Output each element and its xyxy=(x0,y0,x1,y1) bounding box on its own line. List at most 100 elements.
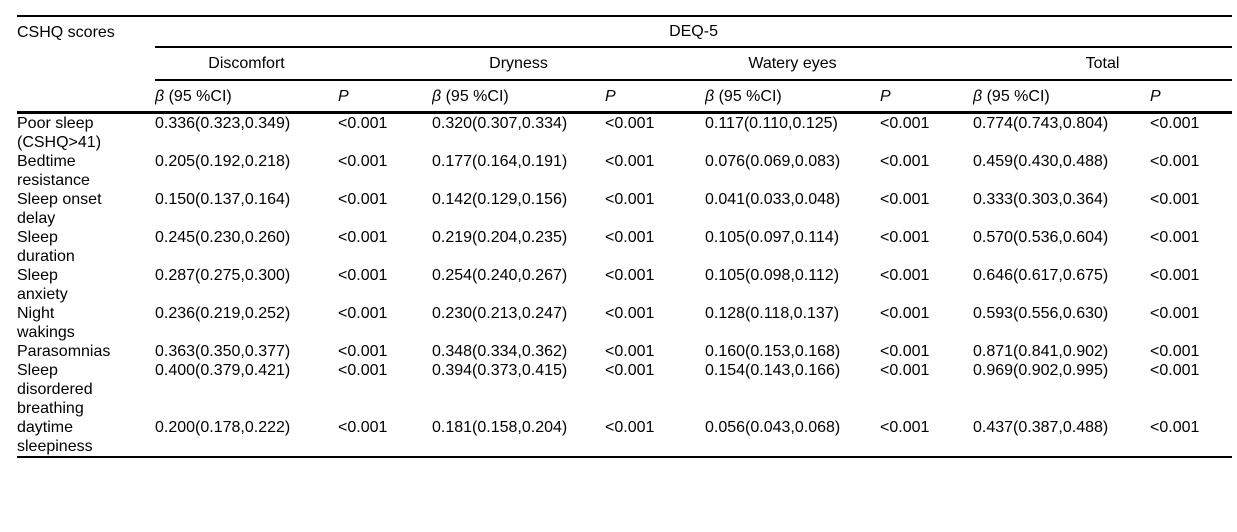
p-value-cell: <0.001 xyxy=(605,115,655,132)
beta-ci-cell: 0.871(0.841,0.902) xyxy=(973,343,1109,360)
beta-ci-header: β (95 %CI) xyxy=(155,80,338,114)
header-row-top: CSHQ scores DEQ-5 xyxy=(17,15,1233,48)
beta-ci-cell: 0.459(0.430,0.488) xyxy=(973,153,1109,170)
p-value-cell: <0.001 xyxy=(880,305,930,322)
group-header-watery-eyes: Watery eyes xyxy=(705,47,973,81)
ci-label: (95 %CI) xyxy=(714,87,782,105)
beta-ci-cell: 0.333(0.303,0.364) xyxy=(973,191,1109,208)
beta-ci-cell: 0.287(0.275,0.300) xyxy=(155,267,291,284)
table-row: Sleep onset delay 0.150(0.137,0.164) <0.00… xyxy=(17,190,1232,228)
p-value-cell: <0.001 xyxy=(605,267,655,284)
beta-ci-cell: 0.154(0.143,0.166) xyxy=(705,362,841,379)
p-value-cell: <0.001 xyxy=(338,267,388,284)
row-label: Sleep duration xyxy=(17,229,75,265)
beta-ci-cell: 0.254(0.240,0.267) xyxy=(432,267,568,284)
p-value-cell: <0.001 xyxy=(1150,267,1200,284)
p-value-cell: <0.001 xyxy=(880,362,930,379)
p-header: P xyxy=(605,80,705,114)
p-value-cell: <0.001 xyxy=(338,115,388,132)
beta-ci-cell: 0.117(0.110,0.125) xyxy=(705,115,838,132)
header-spacer xyxy=(17,47,155,80)
beta-ci-cell: 0.363(0.350,0.377) xyxy=(155,343,291,360)
p-value-cell: <0.001 xyxy=(605,343,655,360)
beta-ci-cell: 0.219(0.204,0.235) xyxy=(432,229,568,246)
table-row: Night wakings 0.236(0.219,0.252) <0.001 0.2… xyxy=(17,304,1232,342)
p-value-cell: <0.001 xyxy=(338,305,388,322)
beta-symbol: β xyxy=(155,87,165,105)
header-row-groups: Discomfort Dryness Watery eyes Total xyxy=(17,47,1233,81)
row-label: Sleep disordered breathing xyxy=(17,362,93,417)
corner-header: CSHQ scores xyxy=(17,15,155,47)
beta-ci-cell: 0.181(0.158,0.204) xyxy=(432,418,605,458)
beta-symbol: β xyxy=(973,87,983,105)
p-value-cell: <0.001 xyxy=(338,153,388,170)
beta-ci-cell: 0.394(0.373,0.415) xyxy=(432,362,568,379)
header-spacer xyxy=(17,80,155,114)
beta-ci-cell: 0.150(0.137,0.164) xyxy=(155,191,291,208)
p-value-cell: <0.001 xyxy=(1150,343,1200,360)
p-value-cell: <0.001 xyxy=(880,229,930,246)
beta-ci-cell: 0.336(0.323,0.349) xyxy=(155,115,291,132)
beta-ci-cell: 0.105(0.098,0.112) xyxy=(705,267,840,284)
p-value-cell: <0.001 xyxy=(338,229,388,246)
ci-label: (95 %CI) xyxy=(982,87,1050,105)
p-header: P xyxy=(880,80,973,114)
beta-ci-cell: 0.205(0.192,0.218) xyxy=(155,153,291,170)
p-header: P xyxy=(1150,80,1233,114)
table-row: Poor sleep (CSHQ>41) 0.336(0.323,0.349) <0… xyxy=(17,113,1232,153)
table-header: CSHQ scores DEQ-5 Discomfort Dryness Wat… xyxy=(17,15,1233,114)
row-label: Parasomnias xyxy=(17,343,111,360)
p-value-cell: <0.001 xyxy=(605,191,655,208)
beta-ci-cell: 0.593(0.556,0.630) xyxy=(973,305,1109,322)
ci-label: (95 %CI) xyxy=(164,87,232,105)
table-row: Bedtime resistance 0.205(0.192,0.218) <0.0… xyxy=(17,152,1232,190)
row-label: Night wakings xyxy=(17,305,75,341)
beta-ci-cell: 0.646(0.617,0.675) xyxy=(973,267,1109,284)
table-row: Parasomnias 0.363(0.350,0.377) <0.001 0.348… xyxy=(17,342,1232,361)
beta-ci-header: β (95 %CI) xyxy=(705,80,880,114)
p-value-cell: <0.001 xyxy=(880,343,930,360)
beta-ci-cell: 0.245(0.230,0.260) xyxy=(155,229,291,246)
beta-ci-header: β (95 %CI) xyxy=(973,80,1150,114)
table-row: Sleep duration 0.245(0.230,0.260) <0.001 0.… xyxy=(17,228,1232,266)
table-row: daytime sleepiness 0.200(0.178,0.222) <0.0… xyxy=(17,418,1233,458)
beta-symbol: β xyxy=(705,87,715,105)
beta-symbol: β xyxy=(432,87,442,105)
p-value-cell: <0.001 xyxy=(605,362,655,379)
beta-ci-cell: 0.041(0.033,0.048) xyxy=(705,191,841,208)
beta-ci-cell: 0.177(0.164,0.191) xyxy=(432,153,568,170)
p-header: P xyxy=(338,80,432,114)
p-value-cell: <0.001 xyxy=(880,153,930,170)
p-value-cell: <0.001 xyxy=(605,418,705,458)
row-label: Sleep onset delay xyxy=(17,191,102,227)
p-value-cell: <0.001 xyxy=(338,343,388,360)
p-value-cell: <0.001 xyxy=(1150,229,1200,246)
p-value-cell: <0.001 xyxy=(880,267,930,284)
p-value-cell: <0.001 xyxy=(1150,305,1200,322)
beta-ci-cell: 0.076(0.069,0.083) xyxy=(705,153,841,170)
p-value-cell: <0.001 xyxy=(605,229,655,246)
beta-ci-cell: 0.236(0.219,0.252) xyxy=(155,305,291,322)
p-value-cell: <0.001 xyxy=(1150,115,1200,132)
span-header-deq5: DEQ-5 xyxy=(155,15,1233,48)
beta-ci-cell: 0.142(0.129,0.156) xyxy=(432,191,568,208)
beta-ci-cell: 0.570(0.536,0.604) xyxy=(973,229,1109,246)
beta-ci-cell: 0.128(0.118,0.137) xyxy=(705,305,840,322)
p-value-cell: <0.001 xyxy=(880,418,973,458)
p-value-cell: <0.001 xyxy=(880,191,930,208)
p-value-cell: <0.001 xyxy=(338,362,388,379)
group-header-dryness: Dryness xyxy=(432,47,705,81)
group-header-discomfort: Discomfort xyxy=(155,47,432,81)
beta-ci-cell: 0.230(0.213,0.247) xyxy=(432,305,568,322)
p-value-cell: <0.001 xyxy=(1150,153,1200,170)
p-value-cell: <0.001 xyxy=(605,153,655,170)
row-label: daytime sleepiness xyxy=(17,418,155,458)
beta-ci-cell: 0.056(0.043,0.068) xyxy=(705,418,880,458)
row-label: Sleep anxiety xyxy=(17,267,68,303)
p-value-cell: <0.001 xyxy=(1150,362,1200,379)
results-table: CSHQ scores DEQ-5 Discomfort Dryness Wat… xyxy=(17,15,1233,458)
p-value-cell: <0.001 xyxy=(338,191,388,208)
beta-ci-header: β (95 %CI) xyxy=(432,80,605,114)
ci-label: (95 %CI) xyxy=(441,87,509,105)
